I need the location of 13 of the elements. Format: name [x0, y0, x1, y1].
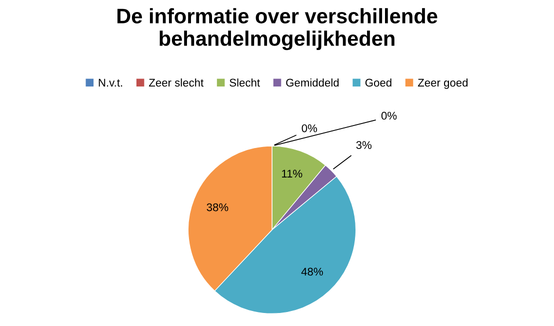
- legend-label: N.v.t.: [98, 78, 122, 87]
- legend-label: Zeer slecht: [148, 78, 204, 87]
- text: 0%: [381, 112, 397, 120]
- data-label: 3%: [356, 141, 372, 149]
- legend-label: Slecht: [230, 78, 260, 87]
- data-label: 38%: [206, 203, 228, 212]
- data-label: 48%: [301, 268, 323, 276]
- text: 0%: [302, 124, 318, 132]
- legend-label: Gemiddeld: [286, 78, 339, 87]
- chart-title: De informatie over verschillende behandelmogelijkheden: [117, 8, 438, 50]
- data-label: 11%: [282, 170, 302, 178]
- legend-label: Zeer goed: [418, 78, 468, 89]
- legend-label: Goed: [365, 78, 392, 87]
